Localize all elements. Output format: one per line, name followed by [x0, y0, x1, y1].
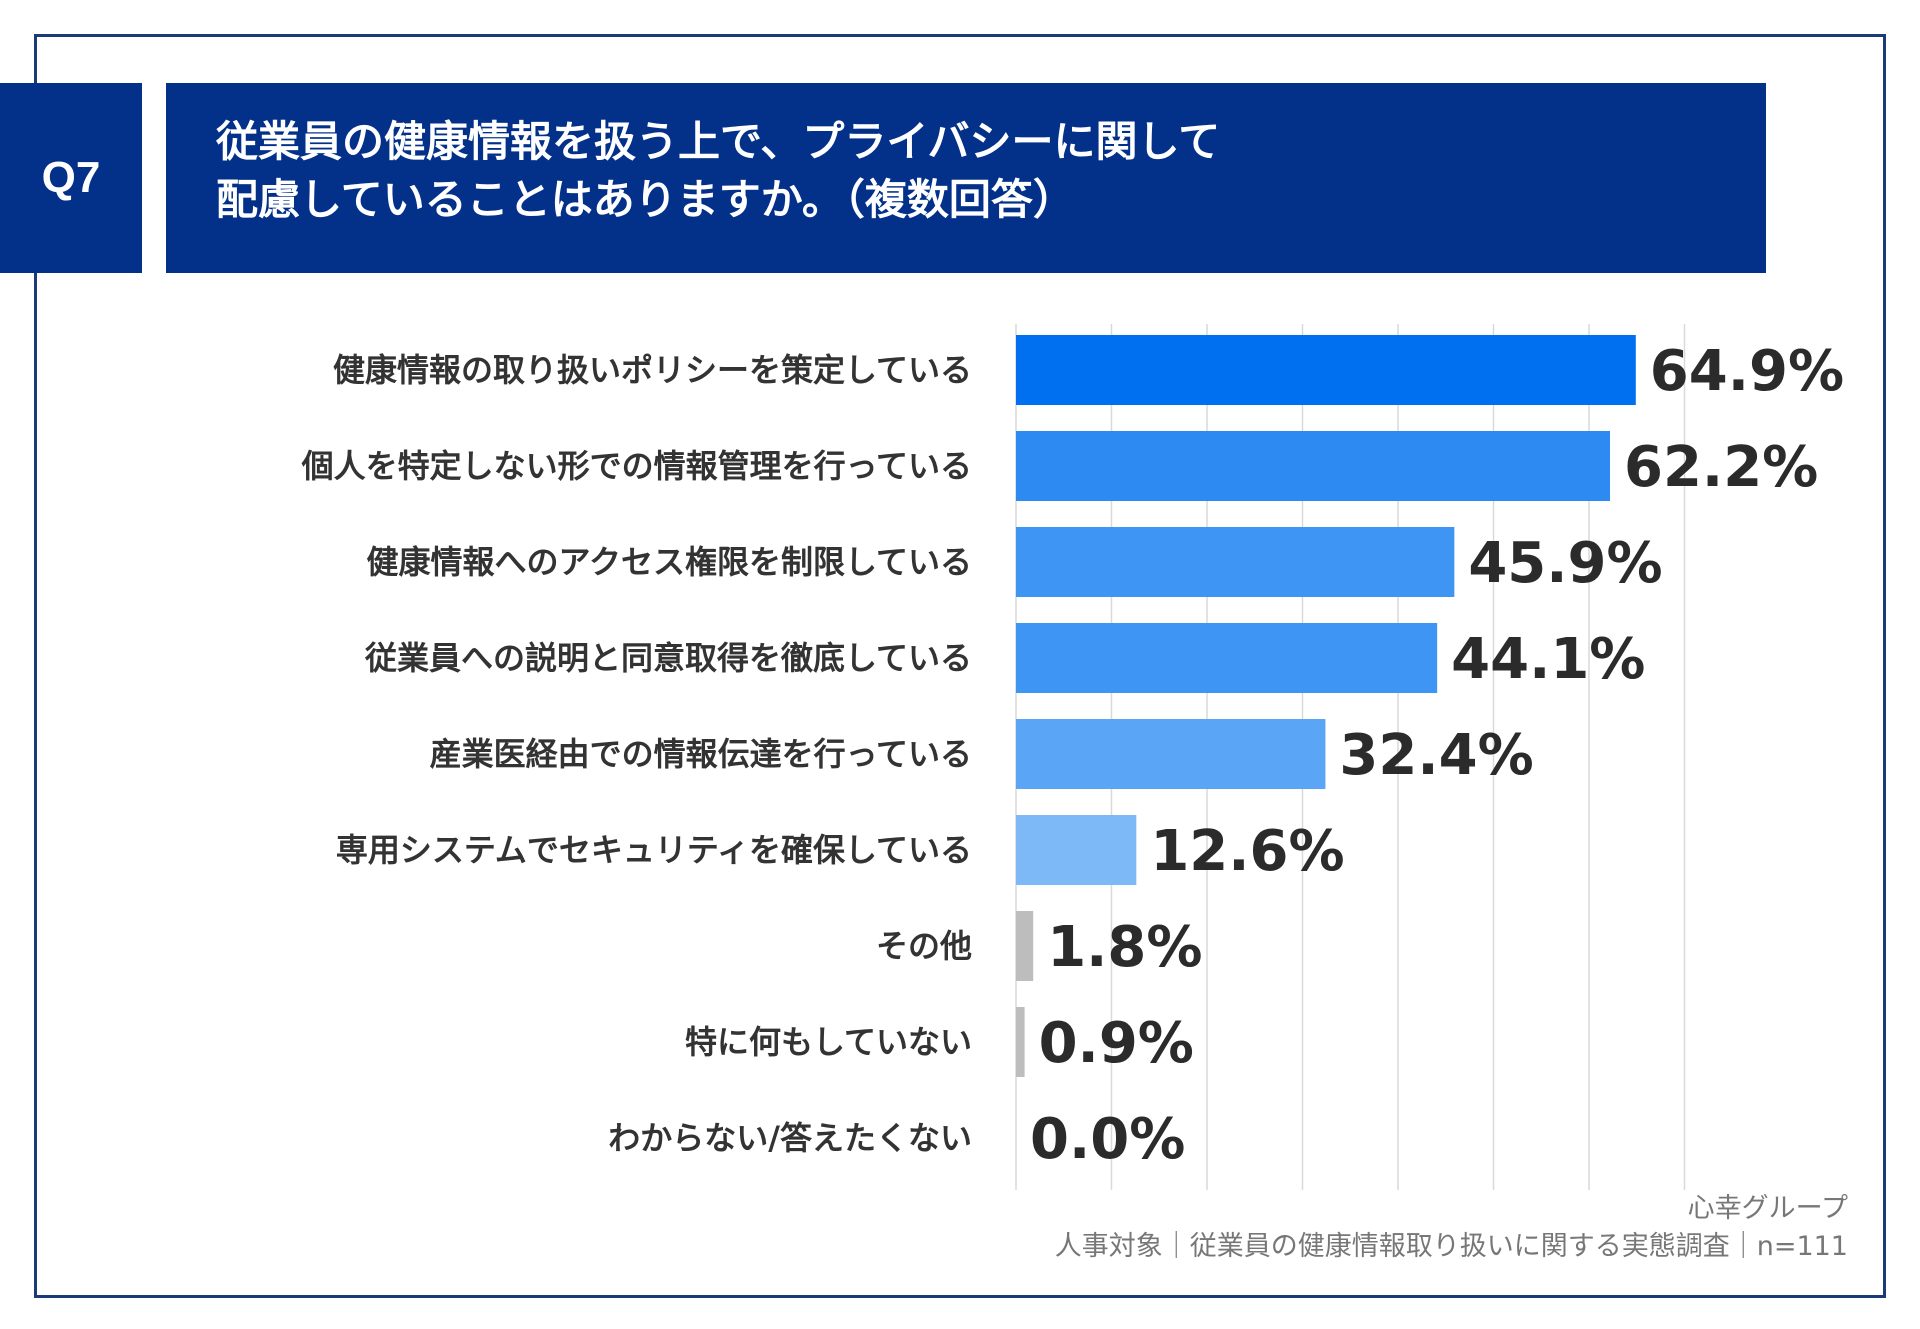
value-label: 44.1%	[1451, 627, 1645, 692]
category-label: その他	[876, 927, 972, 965]
bar	[1016, 911, 1034, 981]
category-label: 健康情報へのアクセス権限を制限している	[367, 543, 972, 581]
bar	[1016, 815, 1137, 885]
value-label: 0.0%	[1030, 1107, 1185, 1172]
category-label: 専用システムでセキュリティを確保している	[336, 831, 972, 869]
value-label: 1.8%	[1047, 915, 1202, 980]
category-label: 健康情報の取り扱いポリシーを策定している	[333, 351, 972, 389]
bar-chart: 健康情報の取り扱いポリシーを策定している 64.9% 個人を特定しない形での情報管理…	[301, 324, 1844, 1190]
source-note: 心幸グループ 人事対象｜従業員の健康情報取り扱いに関する実態調査｜n=111	[1055, 1190, 1848, 1266]
category-label: わからない/答えたくない	[608, 1119, 972, 1157]
bar	[1016, 1007, 1025, 1077]
bar	[1016, 527, 1455, 597]
question-title-line-1: 従業員の健康情報を扱う上で、プライバシーに関して	[216, 117, 1221, 166]
bar	[1016, 335, 1636, 405]
value-label: 12.6%	[1150, 819, 1344, 884]
chart-frame	[34, 34, 1886, 1298]
value-label: 62.2%	[1624, 435, 1818, 500]
value-label: 64.9%	[1650, 339, 1844, 404]
value-label: 0.9%	[1039, 1011, 1194, 1076]
bars: 健康情報の取り扱いポリシーを策定している 64.9% 個人を特定しない形での情報管理…	[301, 335, 1844, 1172]
source-survey: 人事対象｜従業員の健康情報取り扱いに関する実態調査｜n=111	[1054, 1231, 1848, 1262]
question-title-line-2: 配慮していることはありますか。（複数回答）	[216, 175, 1075, 224]
category-label: 特に何もしていない	[685, 1023, 972, 1061]
bar	[1016, 431, 1611, 501]
question-badge: Q7	[0, 83, 142, 273]
category-label: 産業医経由での情報伝達を行っている	[430, 735, 972, 773]
category-label: 従業員への説明と同意取得を徹底している	[364, 639, 972, 677]
source-company: 心幸グループ	[1687, 1193, 1848, 1224]
bar	[1016, 719, 1326, 789]
question-title: 従業員の健康情報を扱う上で、プライバシーに関して 配慮していることはありますか。…	[166, 83, 1766, 273]
bar	[1016, 623, 1438, 693]
value-label: 32.4%	[1339, 723, 1533, 788]
value-label: 45.9%	[1468, 531, 1662, 596]
category-label: 個人を特定しない形での情報管理を行っている	[301, 447, 972, 485]
